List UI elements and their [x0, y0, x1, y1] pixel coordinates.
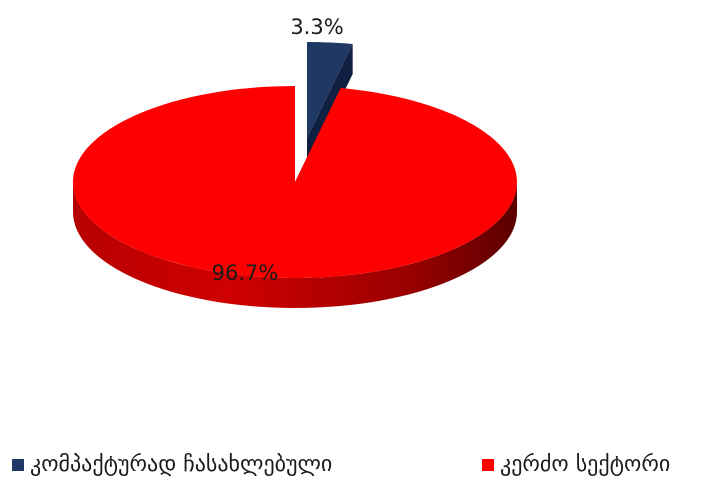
pie-slice-compact-settlement	[307, 42, 353, 138]
data-label-compact-settlement: 3.3%	[290, 15, 343, 39]
legend-label-private-sector: კერძო სექტორი	[500, 452, 671, 477]
pie-slice-wall-private-sector	[73, 182, 517, 308]
legend-label-compact-settlement: კომპაქტურად ჩასახლებული	[30, 452, 333, 477]
legend-swatch-compact-settlement	[12, 459, 24, 471]
legend-item-compact-settlement: კომპაქტურად ჩასახლებული	[12, 450, 332, 480]
legend-swatch-private-sector	[482, 459, 494, 471]
chart-legend: კომპაქტურად ჩასახლებული კერძო სექტორი	[12, 450, 702, 484]
data-label-private-sector: 96.7%	[212, 261, 279, 285]
legend-item-private-sector: კერძო სექტორი	[482, 450, 670, 480]
pie-slice-private-sector	[72, 86, 517, 278]
